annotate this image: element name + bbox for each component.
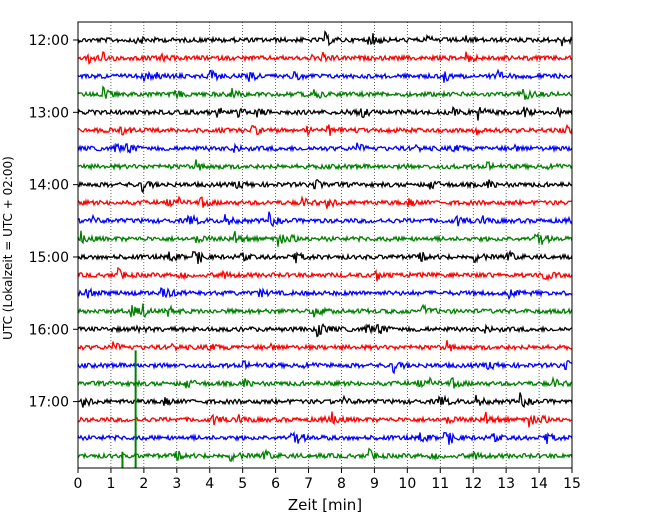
trace-1430 [77,211,573,228]
x-tick-label: 3 [172,476,181,492]
x-tick-label: 12 [464,476,482,492]
trace-1715 [77,411,573,428]
event-spikes [121,350,137,468]
trace-1445 [77,230,573,247]
trace-1200 [77,30,573,47]
trace-1515 [77,266,573,282]
x-tick-label: 15 [563,476,581,492]
x-tick-label: 7 [304,476,313,492]
x-tick-label: 8 [337,476,346,492]
trace-1630 [77,359,573,375]
x-tick-label: 9 [370,476,379,492]
y-tick-label: 13:00 [29,105,69,121]
trace-1530 [77,287,573,301]
y-tick-label: 17:00 [29,395,69,411]
trace-1400 [77,179,573,194]
trace-1500 [77,249,573,265]
x-tick-label: 0 [74,476,83,492]
trace-1215 [77,51,573,65]
trace-1330 [77,142,573,154]
x-axis-label: Zeit [min] [288,496,362,514]
x-tick-label: 10 [398,476,416,492]
x-tick-label: 2 [139,476,148,492]
trace-1230 [77,68,573,83]
x-tick-label: 6 [271,476,280,492]
y-axis-ticks: 12:00 13:00 14:00 15:00 16:00 17:00 [29,33,78,411]
x-axis-ticks: 0 1 2 3 4 5 6 7 8 9 10 11 12 13 14 15 [74,468,581,492]
x-tick-label: 5 [238,476,247,492]
x-tick-label: 1 [106,476,115,492]
y-tick-label: 12:00 [29,33,69,49]
trace-1415 [77,195,573,209]
trace-1600 [77,323,573,338]
trace-1745 [77,447,573,463]
trace-1300 [77,105,573,121]
trace-1315 [77,123,573,137]
trace-lines [77,30,573,463]
y-tick-label: 14:00 [29,178,69,194]
trace-1545 [77,303,573,318]
y-tick-label: 15:00 [29,250,69,266]
y-axis-label: UTC (Lokalzeit = UTC + 02:00) [1,156,15,340]
trace-1245 [77,85,573,101]
trace-1615 [77,340,573,353]
trace-1645 [77,375,573,389]
plot-frame [77,21,573,469]
x-tick-label: 13 [497,476,515,492]
trace-1700 [77,392,573,408]
x-tick-label: 11 [431,476,449,492]
x-tick-label: 4 [205,476,214,492]
trace-1345 [77,159,573,172]
grid-lines [110,22,540,468]
x-tick-label: 14 [530,476,548,492]
trace-1730 [77,430,573,445]
y-tick-label: 16:00 [29,322,69,338]
